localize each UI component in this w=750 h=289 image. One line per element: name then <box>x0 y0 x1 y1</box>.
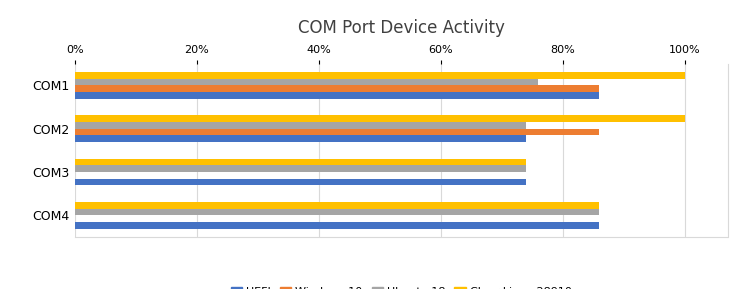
Bar <box>75 92 599 99</box>
Bar <box>75 179 526 185</box>
Bar <box>75 202 599 209</box>
Bar <box>75 129 599 135</box>
Bar <box>75 85 599 92</box>
Bar <box>75 159 526 165</box>
Bar <box>75 115 685 122</box>
Bar <box>75 209 599 215</box>
Bar <box>75 79 538 85</box>
Bar <box>75 122 526 129</box>
Legend: UEFI, Windows 10, Ubuntu 18, Clear Linux 28910: UEFI, Windows 10, Ubuntu 18, Clear Linux… <box>230 287 572 289</box>
Title: COM Port Device Activity: COM Port Device Activity <box>298 19 505 37</box>
Bar <box>75 135 526 142</box>
Bar <box>75 72 685 79</box>
Bar <box>75 222 599 229</box>
Bar <box>75 165 526 172</box>
